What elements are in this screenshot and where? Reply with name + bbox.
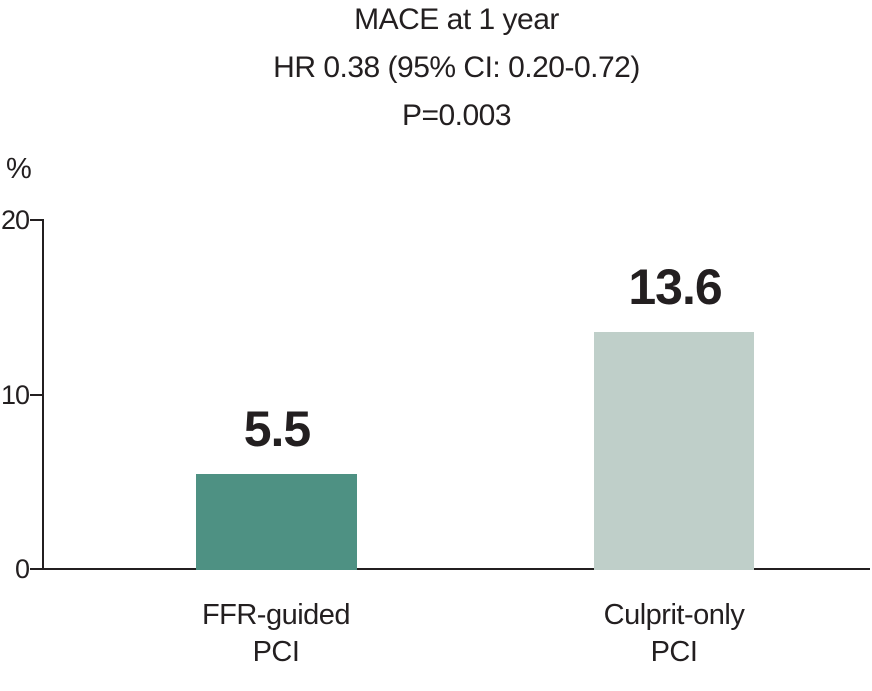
x-category-label-line1: Culprit-only (603, 599, 745, 631)
y-axis-line (42, 219, 44, 570)
y-axis-unit-label: % (6, 153, 32, 185)
bar-ffr-guided-pci (196, 474, 357, 570)
x-category-label-line2: PCI (252, 636, 300, 668)
y-tick-label-20: 20 (0, 205, 30, 235)
bar-culprit-only-pci (594, 332, 754, 570)
y-tick-label-0: 0 (14, 554, 30, 584)
chart-title: MACE at 1 year HR 0.38 (95% CI: 0.20-0.7… (43, 0, 870, 140)
x-category-label-line2: PCI (650, 636, 698, 668)
chart-title-line2: HR 0.38 (95% CI: 0.20-0.72) (273, 51, 640, 84)
bar-value-label-culprit: 13.6 (628, 259, 722, 315)
y-tick-mark-10 (30, 394, 44, 396)
y-tick-label-10: 10 (0, 380, 30, 410)
x-category-label-line1: FFR-guided (201, 599, 351, 631)
bar-value-label-ffr: 5.5 (243, 401, 312, 457)
x-category-label-culprit-only-pci: Culprit-only PCI (524, 597, 824, 671)
x-axis-line (30, 568, 870, 570)
y-tick-mark-20 (30, 219, 44, 221)
chart-title-line1: MACE at 1 year (354, 3, 559, 36)
chart-title-line3: P=0.003 (401, 99, 512, 132)
x-category-label-ffr-guided-pci: FFR-guided PCI (126, 597, 426, 671)
